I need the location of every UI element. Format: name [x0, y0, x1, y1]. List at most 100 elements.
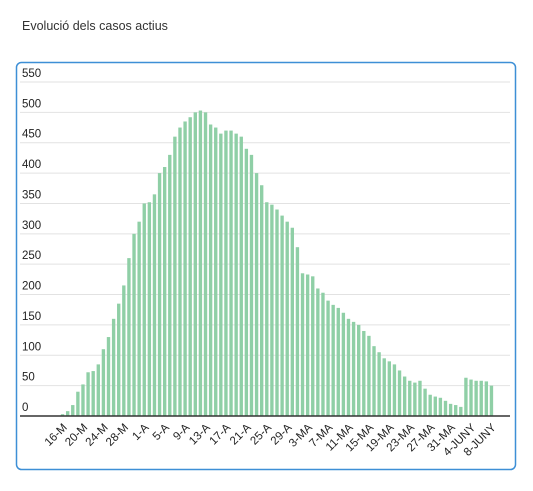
bar	[111, 318, 116, 416]
bar	[367, 335, 371, 416]
bar	[81, 384, 85, 416]
y-tick-label: 0	[22, 402, 28, 414]
bar	[413, 382, 417, 416]
bar	[321, 292, 325, 416]
bar	[188, 117, 192, 417]
bar	[275, 209, 279, 416]
bar	[469, 379, 473, 416]
bar	[132, 233, 136, 416]
y-tick-label: 500	[22, 98, 41, 110]
bar	[60, 414, 65, 416]
bar	[86, 372, 90, 416]
bar	[71, 405, 75, 416]
bar	[351, 321, 356, 416]
bar	[300, 273, 305, 416]
bar	[91, 371, 95, 416]
bar	[168, 154, 172, 416]
bar	[316, 288, 320, 416]
bar	[474, 380, 478, 416]
y-tick-label: 200	[22, 281, 41, 293]
bar	[101, 349, 106, 416]
bar	[438, 397, 443, 416]
bar	[229, 130, 233, 416]
bar	[117, 303, 121, 416]
bar	[147, 202, 152, 416]
y-tick-label: 400	[22, 159, 41, 171]
bar	[122, 285, 126, 416]
bar	[65, 411, 70, 416]
bar	[162, 167, 167, 416]
bar	[137, 221, 141, 416]
y-tick-label: 100	[22, 341, 41, 353]
bar	[408, 380, 412, 416]
bar	[311, 276, 315, 416]
bar	[326, 300, 330, 416]
bar	[249, 154, 254, 416]
bar	[397, 370, 402, 416]
bar	[152, 194, 157, 416]
bar	[336, 307, 340, 416]
bar	[142, 203, 146, 416]
y-tick-label: 150	[22, 311, 41, 323]
bar	[362, 330, 366, 416]
bar	[198, 110, 203, 417]
y-tick-label: 50	[22, 372, 35, 384]
y-tick-label: 450	[22, 129, 41, 141]
bar	[173, 136, 177, 416]
bar	[244, 148, 249, 417]
bar	[106, 337, 111, 416]
bar	[402, 376, 407, 416]
bar	[423, 388, 427, 416]
bar	[270, 204, 274, 416]
bar	[76, 391, 80, 416]
bar	[219, 133, 223, 417]
y-tick-label: 250	[22, 250, 41, 262]
y-tick-label: 350	[22, 189, 41, 201]
bar	[484, 381, 489, 416]
bar	[127, 258, 131, 416]
bar	[464, 377, 468, 416]
bar	[454, 405, 458, 416]
bar	[295, 247, 300, 416]
bar	[265, 202, 269, 416]
bar	[346, 318, 351, 416]
chart-title: Evolució dels casos actius	[22, 19, 168, 33]
bar	[285, 221, 289, 416]
y-tick-label: 300	[22, 220, 41, 232]
bar	[341, 312, 346, 416]
bar	[377, 352, 381, 416]
bar	[331, 304, 335, 416]
bar	[224, 130, 228, 416]
bar	[214, 127, 218, 416]
bar	[448, 403, 453, 416]
bar	[382, 358, 386, 416]
bar	[254, 173, 259, 416]
bar	[183, 121, 187, 417]
bar	[178, 127, 182, 416]
bar	[96, 364, 100, 416]
bar	[259, 185, 264, 416]
bar	[280, 215, 284, 416]
bar	[208, 124, 213, 416]
bar	[372, 346, 376, 416]
bar	[443, 400, 448, 416]
bar	[392, 364, 397, 416]
y-tick-label: 550	[22, 68, 41, 80]
bar	[459, 406, 463, 416]
bar	[387, 361, 392, 416]
bar	[305, 274, 310, 416]
bar	[157, 173, 162, 416]
bar	[357, 324, 361, 416]
bar	[203, 112, 208, 416]
bar	[479, 380, 483, 416]
bar	[239, 136, 243, 416]
bar	[234, 133, 238, 417]
bar	[418, 380, 422, 416]
bar	[290, 227, 295, 416]
bar	[428, 394, 432, 416]
bar	[489, 385, 494, 416]
bar	[193, 112, 197, 416]
bar	[433, 396, 437, 416]
